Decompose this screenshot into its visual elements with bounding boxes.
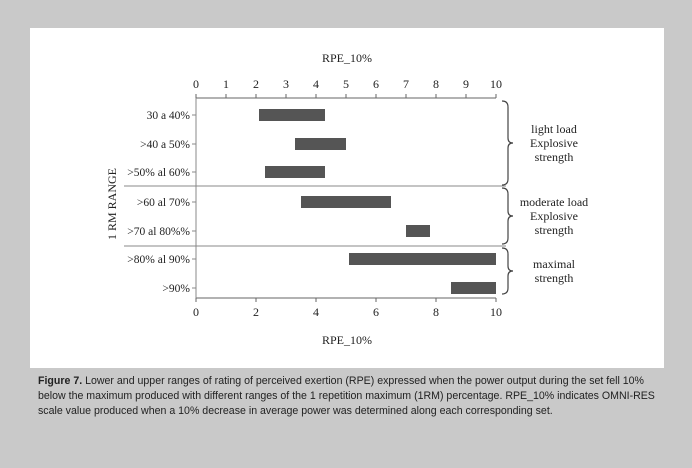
plot-layer: 0 1 2 3 4 5 6 7 8 9 10 0 2 4 6 8 10 30 a 40% >40 a 50% >50%… bbox=[124, 77, 588, 319]
rpe-range-chart: RPE_10% RPE_10% 1 RM RANGE 0 1 2 3 4 5 6 7 8 9 100… bbox=[105, 51, 588, 347]
category-label: >80% al 90% bbox=[127, 254, 190, 266]
group-label: Explosive bbox=[530, 209, 578, 223]
group-label: strength bbox=[535, 223, 574, 237]
range-bar bbox=[349, 253, 496, 265]
top-tick-label: 8 bbox=[433, 77, 439, 91]
range-bar bbox=[295, 138, 346, 150]
bottom-axis-title: RPE_10% bbox=[322, 333, 372, 347]
top-tick-label: 4 bbox=[313, 77, 319, 91]
top-tick-label: 5 bbox=[343, 77, 349, 91]
caption-text: Lower and upper ranges of rating of perc… bbox=[38, 375, 655, 417]
bottom-tick-label: 2 bbox=[253, 305, 259, 319]
top-tick-label: 10 bbox=[490, 77, 502, 91]
group-brace bbox=[501, 187, 514, 245]
top-axis-title: RPE_10% bbox=[322, 51, 372, 65]
range-bar bbox=[406, 225, 430, 237]
group-brace bbox=[501, 247, 514, 295]
top-tick-label: 9 bbox=[463, 77, 469, 91]
top-tick-label: 1 bbox=[223, 77, 229, 91]
group-label: strength bbox=[535, 150, 574, 164]
group-label: maximal bbox=[533, 257, 576, 271]
top-tick-label: 7 bbox=[403, 77, 409, 91]
range-bar bbox=[265, 166, 325, 178]
bottom-tick-label: 10 bbox=[490, 305, 502, 319]
bottom-tick-label: 0 bbox=[193, 305, 199, 319]
top-tick-label: 2 bbox=[253, 77, 259, 91]
y-axis-title: 1 RM RANGE bbox=[105, 168, 119, 240]
range-bar bbox=[259, 109, 325, 121]
chart-panel: RPE_10% RPE_10% 1 RM RANGE 0 1 2 3 4 5 6 7 8 9 10 0… bbox=[30, 28, 664, 368]
bottom-tick-label: 6 bbox=[373, 305, 379, 319]
category-label: 30 a 40% bbox=[147, 110, 191, 122]
group-label: light load bbox=[531, 122, 577, 136]
category-label: >70 al 80%% bbox=[127, 226, 190, 238]
caption-label: Figure 7. bbox=[38, 375, 83, 387]
group-label: moderate load bbox=[520, 195, 588, 209]
range-bar bbox=[301, 196, 391, 208]
range-bar bbox=[451, 282, 496, 294]
top-tick-label: 3 bbox=[283, 77, 289, 91]
category-label: >60 al 70% bbox=[137, 197, 191, 209]
top-tick-label: 6 bbox=[373, 77, 379, 91]
category-label: >90% bbox=[162, 283, 190, 295]
top-tick-label: 0 bbox=[193, 77, 199, 91]
category-label: >40 a 50% bbox=[140, 139, 190, 151]
bottom-tick-label: 4 bbox=[313, 305, 319, 319]
bottom-tick-label: 8 bbox=[433, 305, 439, 319]
group-label: strength bbox=[535, 271, 574, 285]
category-label: >50% al 60% bbox=[127, 167, 190, 179]
group-label: Explosive bbox=[530, 136, 578, 150]
group-brace bbox=[501, 100, 514, 186]
figure-caption: Figure 7. Lower and upper ranges of rati… bbox=[38, 374, 658, 419]
